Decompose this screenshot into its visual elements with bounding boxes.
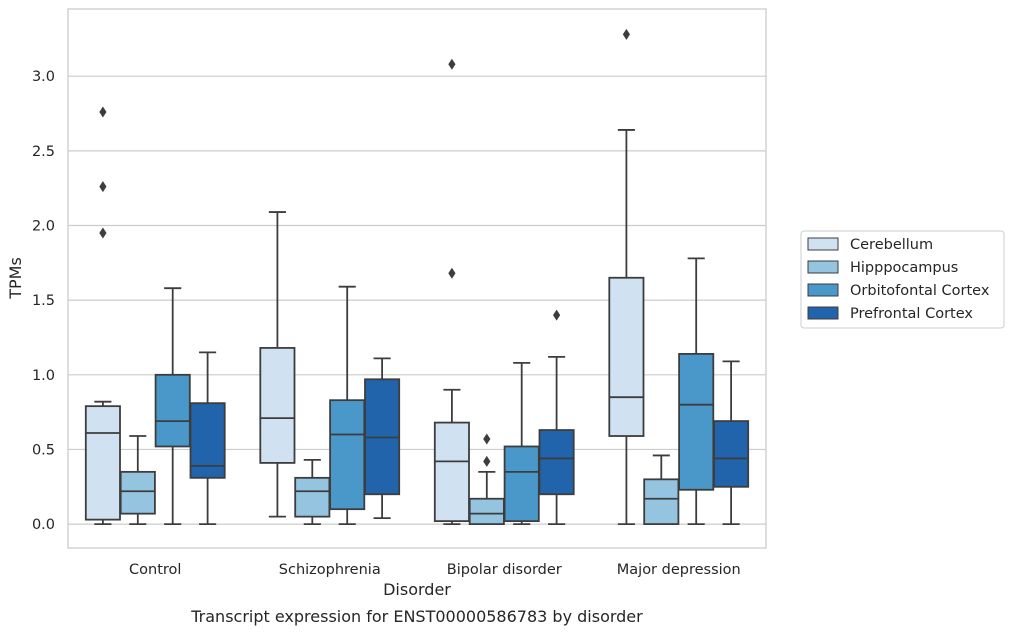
legend-label: Cerebellum (850, 237, 933, 253)
x-tick-label: Bipolar disorder (447, 562, 562, 578)
box-body (678, 353, 715, 491)
box-body (608, 276, 645, 437)
chart-caption: Transcript expression for ENST0000058678… (190, 607, 643, 626)
y-tick-label: 1.0 (32, 368, 55, 384)
box-plot (433, 58, 470, 526)
box-plot (678, 257, 715, 526)
legend-label: Orbitofontal Cortex (850, 283, 990, 299)
box-plot (329, 285, 366, 526)
box-body (433, 421, 470, 523)
outlier-point (622, 28, 630, 40)
x-tick-label: Schizophrenia (279, 562, 381, 578)
box-body (154, 373, 191, 448)
y-tick-label: 1.5 (32, 293, 55, 309)
plot-frame (67, 8, 767, 549)
y-tick-label: 2.5 (32, 144, 55, 160)
box-plot (119, 435, 156, 526)
box-plot (713, 360, 750, 526)
box-series (84, 28, 750, 526)
box-plot (503, 361, 540, 526)
y-tick-label: 0.5 (32, 442, 55, 458)
outlier-point (448, 267, 456, 279)
legend-label: Prefrontal Cortex (850, 306, 973, 322)
legend-swatch (807, 260, 839, 274)
box-body (259, 347, 296, 464)
box-body (503, 445, 540, 523)
legend-label: Hipppocampus (850, 260, 958, 276)
box-body (643, 478, 680, 526)
box-plot (84, 106, 121, 526)
box-plot (259, 211, 296, 518)
outlier-point (483, 455, 491, 467)
box-body (119, 470, 156, 515)
box-plot (364, 357, 401, 520)
outlier-point (483, 433, 491, 445)
box-body (713, 420, 750, 488)
outlier-point (99, 227, 107, 239)
box-body (468, 497, 505, 526)
outlier-point (99, 106, 107, 118)
box-plot (538, 309, 575, 526)
legend-swatch (807, 283, 839, 297)
box-plot (643, 454, 680, 526)
outlier-point (99, 181, 107, 193)
outlier-point (448, 58, 456, 70)
y-axis-title: TPMs (6, 257, 25, 300)
x-tick-labels: Control Schizophrenia Bipolar disorder Majo… (129, 562, 741, 578)
y-tick-labels: 0.0 0.5 1.0 1.5 2.0 2.5 3.0 (32, 69, 55, 533)
y-tick-label: 0.0 (32, 517, 55, 533)
legend-frame (800, 230, 1005, 329)
box-plot (154, 287, 191, 526)
box-plot (608, 28, 645, 526)
y-tick-label: 3.0 (32, 69, 55, 85)
outlier-point (553, 309, 561, 321)
box-body (84, 405, 121, 521)
x-axis-title: Disorder (383, 580, 451, 599)
box-plot (468, 433, 505, 526)
box-body (538, 429, 575, 496)
box-plot (294, 459, 331, 526)
legend-swatch (807, 306, 839, 320)
x-tick-label: Control (129, 562, 181, 578)
box-body (294, 476, 331, 518)
legend: Cerebellum Hipppocampus Orbitofontal Corte… (800, 230, 1005, 329)
legend-swatch (807, 237, 839, 251)
x-tick-label: Major depression (617, 562, 741, 578)
y-tick-label: 2.0 (32, 218, 55, 234)
box-body (329, 399, 366, 511)
box-plot (189, 351, 226, 526)
